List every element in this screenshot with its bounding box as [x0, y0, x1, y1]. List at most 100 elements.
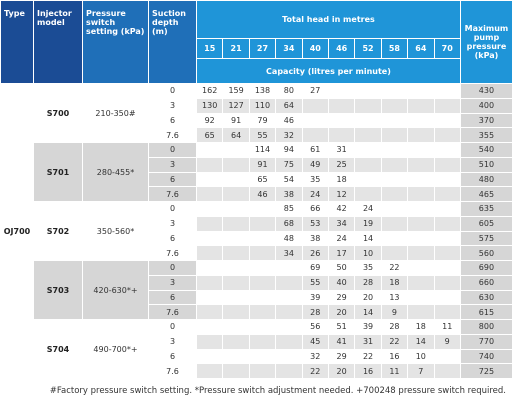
capacity-cell: 55 — [248, 127, 277, 143]
capacity-cell: 127 — [222, 97, 250, 114]
capacity-cell — [433, 112, 461, 129]
capacity-cell — [222, 348, 250, 365]
capacity-cell: 34 — [275, 245, 303, 261]
capacity-cell — [222, 171, 250, 188]
capacity-cell — [407, 304, 435, 320]
capacity-cell — [433, 274, 461, 291]
capacity-cell: 29 — [327, 289, 356, 306]
head-value: 46 — [327, 38, 356, 59]
header-suction: Suction depth (m) — [148, 0, 197, 84]
capacity-cell — [195, 186, 224, 202]
head-value: 21 — [222, 38, 250, 59]
capacity-cell — [380, 97, 409, 114]
capacity-cell: 11 — [380, 363, 409, 379]
capacity-cell: 16 — [354, 363, 382, 379]
capacity-cell: 35 — [354, 260, 382, 276]
capacity-cell — [327, 112, 356, 129]
suction-cell: 3 — [148, 215, 197, 232]
capacity-cell — [380, 156, 409, 173]
capacity-cell: 28 — [354, 274, 382, 291]
head-value: 40 — [301, 38, 329, 59]
capacity-cell: 32 — [275, 127, 303, 143]
capacity-cell: 24 — [354, 201, 382, 217]
capacity-cell: 20 — [354, 289, 382, 306]
capacity-cell — [195, 333, 224, 350]
capacity-cell — [275, 304, 303, 320]
capacity-cell — [327, 97, 356, 114]
capacity-cell: 18 — [380, 274, 409, 291]
capacity-cell: 38 — [275, 186, 303, 202]
capacity-cell — [222, 260, 250, 276]
capacity-cell: 64 — [222, 127, 250, 143]
capacity-cell: 39 — [354, 319, 382, 335]
capacity-cell — [222, 319, 250, 335]
capacity-cell: 75 — [275, 156, 303, 173]
capacity-cell — [222, 142, 250, 158]
capacity-cell — [248, 245, 277, 261]
capacity-cell — [380, 215, 409, 232]
capacity-cell — [354, 156, 382, 173]
capacity-cell — [248, 201, 277, 217]
capacity-cell: 159 — [222, 83, 250, 99]
capacity-cell — [407, 186, 435, 202]
capacity-cell: 50 — [327, 260, 356, 276]
table-row: 3 45 41 31 22 14 9 770 — [1, 333, 512, 350]
capacity-cell — [327, 127, 356, 143]
max-pressure-cell: 660 — [459, 274, 512, 291]
capacity-cell — [195, 304, 224, 320]
table-row: S703 420-630*+ 0 69 50 35 22 690 — [1, 260, 512, 320]
capacity-cell — [195, 215, 224, 232]
capacity-cell — [433, 142, 461, 158]
capacity-cell — [222, 245, 250, 261]
pressure-setting-cell: 490-700*+ — [82, 319, 149, 379]
capacity-cell — [195, 245, 224, 261]
capacity-cell — [222, 156, 250, 173]
capacity-cell — [433, 127, 461, 143]
type-cell: OJ700 — [0, 83, 34, 379]
head-value: 15 — [195, 38, 224, 59]
suction-cell: 7.6 — [148, 186, 197, 202]
table-row: 3 55 40 28 18 660 — [1, 274, 512, 291]
suction-cell: 0 — [148, 201, 197, 217]
capacity-cell — [407, 112, 435, 129]
capacity-cell: 32 — [301, 348, 329, 365]
capacity-cell — [407, 171, 435, 188]
head-value: 58 — [380, 38, 409, 59]
max-pressure-cell: 540 — [459, 142, 512, 158]
max-pressure-cell: 480 — [459, 171, 512, 188]
suction-cell: 7.6 — [148, 304, 197, 320]
capacity-cell — [433, 289, 461, 306]
max-pressure-cell: 575 — [459, 230, 512, 247]
capacity-cell — [433, 304, 461, 320]
footnote: #Factory pressure switch setting. *Press… — [49, 386, 506, 396]
capacity-cell — [248, 215, 277, 232]
capacity-cell: 55 — [301, 274, 329, 291]
head-value: 64 — [407, 38, 435, 59]
capacity-cell — [195, 201, 224, 217]
capacity-cell — [195, 156, 224, 173]
max-pressure-cell: 770 — [459, 333, 512, 350]
suction-cell: 6 — [148, 230, 197, 247]
capacity-cell: 14 — [354, 304, 382, 320]
max-pressure-cell: 430 — [459, 83, 512, 99]
capacity-cell — [433, 245, 461, 261]
suction-cell: 7.6 — [148, 127, 197, 143]
capacity-cell: 92 — [195, 112, 224, 129]
suction-cell: 0 — [148, 260, 197, 276]
capacity-cell: 22 — [354, 348, 382, 365]
capacity-cell — [195, 230, 224, 247]
capacity-cell: 66 — [301, 201, 329, 217]
capacity-cell: 11 — [433, 319, 461, 335]
capacity-cell: 31 — [354, 333, 382, 350]
capacity-cell — [195, 142, 224, 158]
capacity-cell: 31 — [327, 142, 356, 158]
capacity-cell: 61 — [301, 142, 329, 158]
table-row: 7.6 28 20 14 9 615 — [1, 304, 512, 320]
capacity-cell — [433, 201, 461, 217]
max-pressure-cell: 400 — [459, 97, 512, 114]
capacity-cell: 35 — [301, 171, 329, 188]
capacity-cell: 49 — [301, 156, 329, 173]
suction-cell: 3 — [148, 156, 197, 173]
capacity-cell — [407, 215, 435, 232]
capacity-cell: 114 — [248, 142, 277, 158]
